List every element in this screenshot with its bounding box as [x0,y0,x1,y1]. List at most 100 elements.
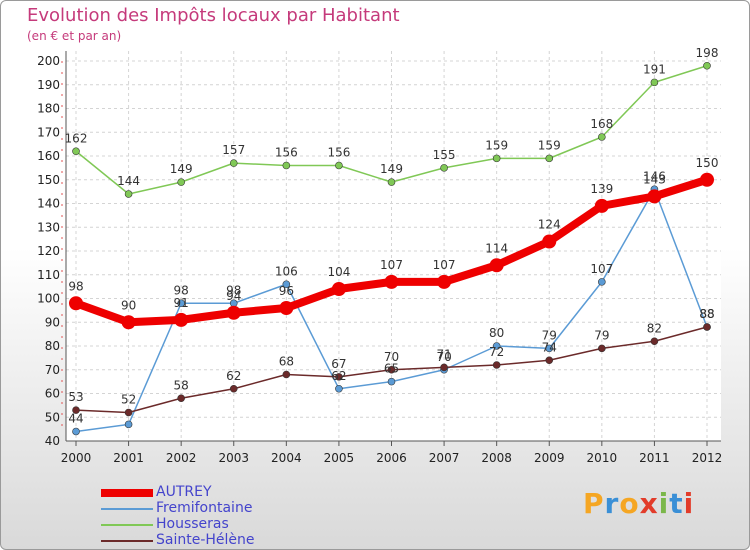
proxiti-logo: Proxiti [583,487,694,520]
data-label: 149 [170,162,193,176]
data-label: 94 [226,289,241,303]
data-point [279,301,294,315]
data-label: 68 [279,355,294,369]
data-point [124,408,133,417]
data-point [387,377,396,386]
data-point [387,178,396,186]
data-label: 91 [174,296,189,310]
data-point [177,394,185,403]
data-point [72,406,80,414]
y-tick-label: 60 [45,387,60,401]
y-tick-label: 40 [45,434,60,448]
data-label: 88 [699,307,714,321]
logo-letter: r [604,487,620,520]
data-point [440,363,448,372]
data-label: 198 [696,46,719,60]
data-point [489,258,504,273]
data-label: 98 [226,283,241,297]
data-point [440,164,448,172]
data-label: 159 [485,138,508,152]
legend-swatch [101,508,153,510]
legend-label: Sainte-Hélène [156,532,255,548]
logo-letter: i [683,487,695,520]
y-tick-label: 200 [37,54,60,68]
data-label: 96 [279,284,294,298]
data-label: 144 [117,174,140,188]
data-label: 149 [380,162,403,176]
data-label: 44 [68,412,83,426]
data-point [72,147,80,156]
legend-swatch [101,489,153,497]
data-label: 62 [331,369,346,383]
data-label: 157 [222,143,245,157]
data-label: 53 [68,390,83,404]
y-tick-label: 150 [37,173,60,187]
y-tick-label: 50 [45,410,60,424]
data-point [124,190,133,198]
data-point [650,337,659,346]
data-point [387,365,396,374]
x-tick-label: 2012 [692,451,723,465]
data-point [598,133,606,141]
data-point [282,370,291,379]
data-point [331,282,346,296]
data-point [545,356,554,365]
y-tick-label: 70 [45,363,60,377]
data-point [598,344,606,353]
data-label: 98 [68,279,83,293]
data-label: 106 [275,264,298,278]
data-point [335,384,343,393]
data-label: 168 [590,117,613,131]
y-tick-label: 170 [37,125,60,139]
data-point [69,296,83,311]
y-tick-label: 80 [45,339,60,353]
data-point [492,342,501,350]
x-tick-label: 2009 [534,451,565,465]
x-tick-label: 2008 [481,451,512,465]
y-tick-label: 110 [37,268,60,282]
legend-label: Fremifontaine [156,500,253,516]
data-label: 72 [489,345,504,359]
plot-area [66,51,721,441]
data-label: 58 [174,378,189,392]
data-label: 156 [327,146,350,160]
data-point [545,154,554,163]
data-label: 62 [226,369,241,383]
data-point [124,420,133,429]
data-point [598,278,606,286]
logo-letter: t [669,487,684,520]
legend-label: AUTREY [156,484,212,500]
x-tick-label: 2002 [166,451,197,465]
logo-letter: x [639,487,659,520]
legend-swatch [101,540,153,542]
data-label: 80 [489,326,504,340]
data-point [492,154,501,163]
data-point [700,172,714,187]
y-tick-label: 120 [37,244,60,258]
data-point [542,234,557,249]
data-point [492,361,501,369]
data-point [545,344,554,353]
x-tick-label: 2011 [639,451,670,465]
data-point [226,305,241,320]
data-point [282,161,291,170]
data-point [282,280,291,289]
data-label: 143 [643,172,666,186]
data-point [594,198,609,213]
data-label: 107 [590,262,613,276]
x-tick-label: 2005 [324,451,355,465]
data-point [72,427,80,436]
data-point [703,323,711,331]
data-point [177,178,185,186]
data-label: 104 [327,265,350,279]
data-label: 139 [590,182,613,196]
data-label: 146 [643,169,666,183]
y-tick-label: 190 [37,78,60,92]
x-tick-label: 2000 [61,451,92,465]
data-label: 107 [433,258,456,272]
x-tick-label: 2007 [429,451,460,465]
legend-swatch [101,524,153,526]
data-label: 74 [542,340,557,354]
data-label: 71 [436,347,451,361]
legend-label: Housseras [156,516,229,532]
